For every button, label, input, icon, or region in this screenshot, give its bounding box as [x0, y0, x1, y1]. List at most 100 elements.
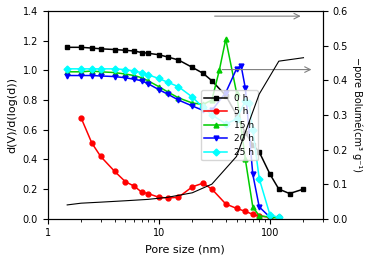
0 h — [79, 46, 83, 49]
5 h — [123, 180, 128, 183]
20 h — [165, 92, 170, 96]
20 h — [123, 76, 128, 79]
0 h — [251, 143, 255, 146]
5 h — [165, 197, 170, 200]
5 h — [234, 207, 239, 210]
15 h — [156, 85, 161, 88]
25 h — [132, 69, 137, 73]
Line: 0 h: 0 h — [65, 45, 306, 196]
15 h — [257, 214, 262, 217]
25 h — [79, 67, 83, 70]
5 h — [112, 170, 117, 173]
20 h — [99, 74, 103, 78]
25 h — [251, 128, 255, 131]
15 h — [123, 73, 128, 76]
25 h — [190, 96, 194, 99]
5 h — [268, 216, 272, 219]
Line: 20 h: 20 h — [65, 63, 272, 220]
25 h — [247, 102, 251, 105]
15 h — [112, 71, 117, 74]
0 h — [90, 46, 94, 50]
25 h — [243, 99, 248, 102]
0 h — [156, 53, 161, 56]
0 h — [210, 79, 214, 82]
15 h — [90, 69, 94, 73]
5 h — [132, 185, 137, 188]
20 h — [234, 67, 239, 70]
0 h — [176, 58, 180, 62]
15 h — [251, 205, 255, 209]
20 h — [90, 74, 94, 77]
0 h — [165, 55, 170, 58]
20 h — [224, 91, 228, 94]
20 h — [146, 82, 150, 85]
20 h — [190, 104, 194, 108]
Legend: 0 h, 5 h, 15 h, 20 h, 25 h: 0 h, 5 h, 15 h, 20 h, 25 h — [201, 90, 258, 161]
15 h — [79, 70, 83, 73]
5 h — [201, 182, 205, 185]
X-axis label: Pore size (nm): Pore size (nm) — [145, 244, 225, 254]
25 h — [234, 118, 239, 121]
25 h — [165, 81, 170, 84]
0 h — [112, 48, 117, 51]
25 h — [201, 106, 205, 109]
20 h — [112, 75, 117, 78]
15 h — [234, 91, 239, 94]
15 h — [277, 216, 281, 220]
5 h — [243, 210, 248, 213]
15 h — [176, 96, 180, 99]
15 h — [132, 74, 137, 77]
25 h — [65, 67, 69, 70]
25 h — [112, 67, 117, 70]
15 h — [210, 98, 214, 102]
25 h — [90, 67, 94, 70]
15 h — [139, 76, 144, 79]
15 h — [146, 79, 150, 82]
5 h — [210, 187, 214, 191]
5 h — [257, 214, 262, 217]
5 h — [99, 155, 103, 158]
0 h — [99, 47, 103, 50]
Y-axis label: d(V)/d(log(d)): d(V)/d(log(d)) — [7, 77, 17, 153]
0 h — [123, 49, 128, 52]
20 h — [243, 87, 248, 90]
Line: 25 h: 25 h — [65, 66, 281, 220]
20 h — [210, 109, 214, 112]
25 h — [257, 177, 262, 180]
0 h — [65, 46, 69, 49]
25 h — [146, 73, 150, 76]
20 h — [65, 74, 69, 77]
20 h — [176, 98, 180, 102]
20 h — [156, 88, 161, 91]
0 h — [132, 50, 137, 53]
0 h — [146, 52, 150, 55]
5 h — [176, 196, 180, 199]
0 h — [201, 72, 205, 75]
0 h — [257, 150, 262, 153]
5 h — [251, 213, 255, 216]
25 h — [224, 122, 228, 125]
15 h — [99, 70, 103, 73]
5 h — [79, 116, 83, 119]
15 h — [224, 38, 228, 41]
20 h — [79, 74, 83, 77]
25 h — [99, 67, 103, 70]
25 h — [268, 213, 272, 217]
0 h — [301, 187, 306, 191]
0 h — [139, 51, 144, 54]
5 h — [190, 185, 194, 188]
Y-axis label: −pore Bolumé(cm³ g⁻¹): −pore Bolumé(cm³ g⁻¹) — [352, 57, 362, 172]
15 h — [201, 103, 205, 106]
15 h — [190, 102, 194, 105]
5 h — [90, 141, 94, 145]
5 h — [156, 196, 161, 199]
Line: 5 h: 5 h — [79, 115, 281, 220]
0 h — [287, 192, 292, 195]
0 h — [277, 187, 281, 191]
5 h — [224, 202, 228, 205]
5 h — [146, 192, 150, 195]
15 h — [243, 158, 248, 161]
25 h — [277, 216, 281, 219]
15 h — [65, 70, 69, 73]
20 h — [139, 79, 144, 82]
